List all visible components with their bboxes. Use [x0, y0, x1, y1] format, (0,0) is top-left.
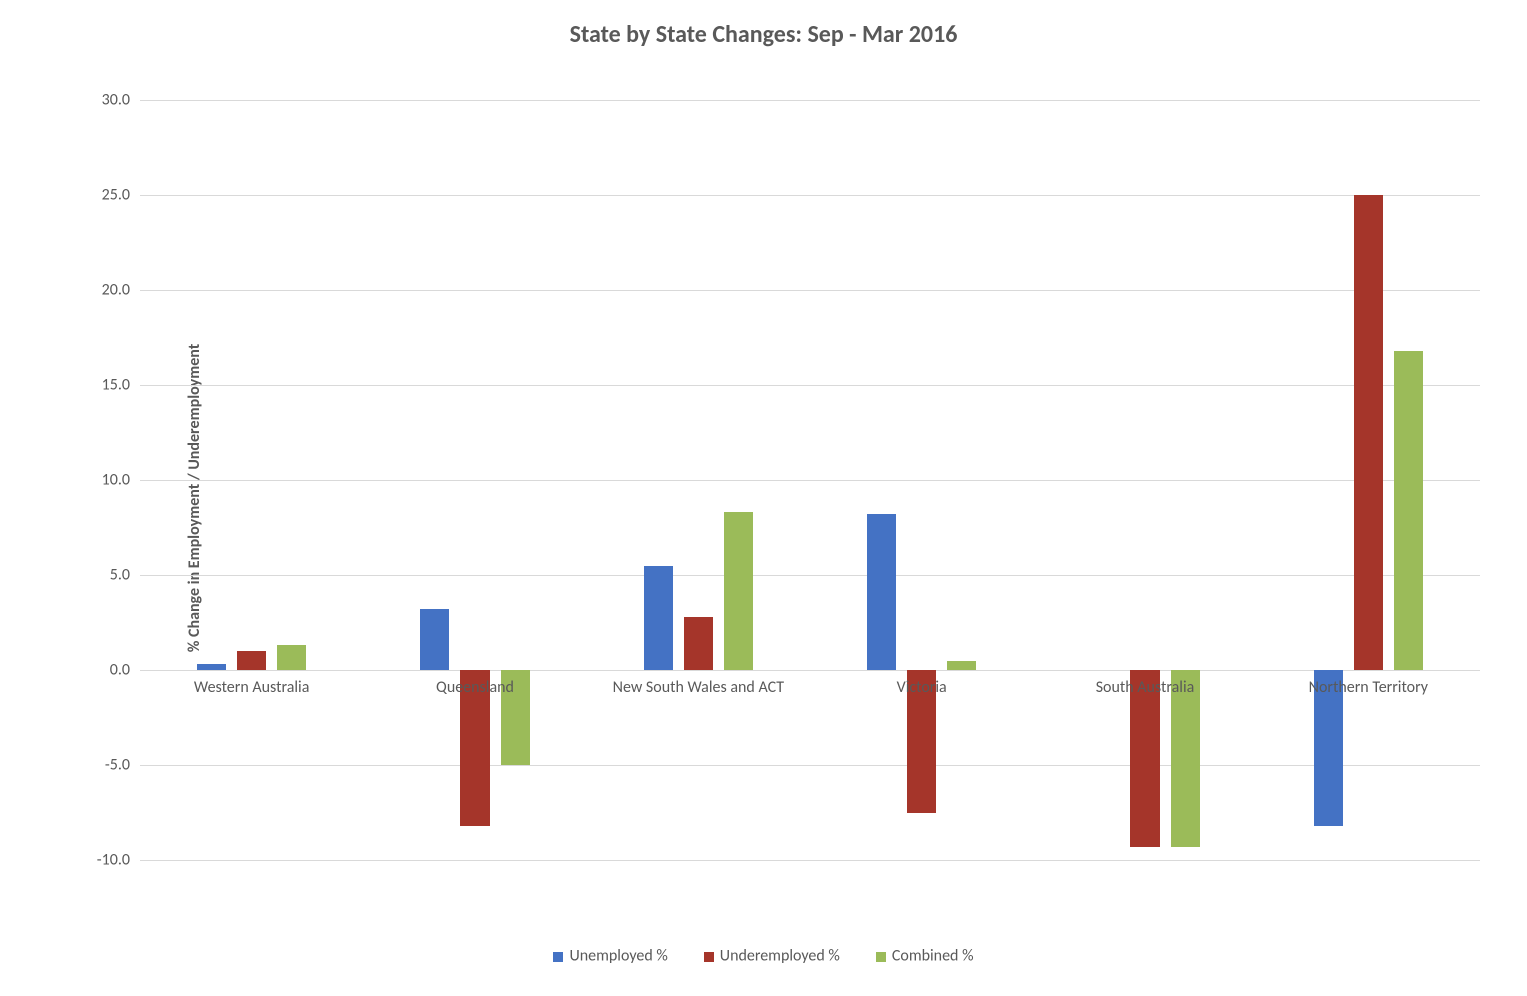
legend-label: Combined % — [892, 947, 974, 966]
x-category-label: Western Australia — [151, 678, 352, 697]
legend-item: Unemployed % — [553, 946, 667, 966]
y-tick-label: 5.0 — [70, 566, 130, 585]
chart-title: State by State Changes: Sep - Mar 2016 — [20, 20, 1507, 49]
gridline — [140, 860, 1480, 861]
y-tick-label: 0.0 — [70, 661, 130, 680]
bar — [644, 566, 673, 671]
y-tick-label: -5.0 — [70, 756, 130, 775]
legend-label: Unemployed % — [569, 947, 667, 966]
legend-label: Underemployed % — [720, 947, 840, 966]
bar — [237, 651, 266, 670]
legend: Unemployed % Underemployed % Combined % — [20, 946, 1507, 966]
x-category-label: New South Wales and ACT — [598, 678, 799, 697]
gridline — [140, 290, 1480, 291]
bar — [420, 609, 449, 670]
legend-swatch — [704, 952, 714, 962]
legend-item: Underemployed % — [704, 946, 840, 966]
y-tick-label: 25.0 — [70, 186, 130, 205]
y-tick-label: 10.0 — [70, 471, 130, 490]
y-tick-label: -10.0 — [70, 851, 130, 870]
bar — [724, 512, 753, 670]
bar — [947, 661, 976, 671]
gridline — [140, 100, 1480, 101]
gridline — [140, 385, 1480, 386]
legend-swatch — [876, 952, 886, 962]
y-tick-label: 30.0 — [70, 91, 130, 110]
gridline — [140, 195, 1480, 196]
gridline — [140, 480, 1480, 481]
bar — [867, 514, 896, 670]
plot-area: -10.0-5.00.05.010.015.020.025.030.0 — [140, 100, 1480, 860]
bar — [1354, 195, 1383, 670]
chart-container: State by State Changes: Sep - Mar 2016 %… — [20, 20, 1507, 976]
gridline — [140, 765, 1480, 766]
legend-swatch — [553, 952, 563, 962]
y-tick-label: 15.0 — [70, 376, 130, 395]
x-category-label: Queensland — [375, 678, 576, 697]
y-tick-label: 20.0 — [70, 281, 130, 300]
gridline — [140, 670, 1480, 671]
gridline — [140, 575, 1480, 576]
x-category-label: South Australia — [1045, 678, 1246, 697]
x-category-label: Northern Territory — [1268, 678, 1469, 697]
bar — [1394, 351, 1423, 670]
bar — [684, 617, 713, 670]
bar — [197, 664, 226, 670]
legend-item: Combined % — [876, 946, 974, 966]
bar — [277, 645, 306, 670]
x-category-label: Victoria — [821, 678, 1022, 697]
